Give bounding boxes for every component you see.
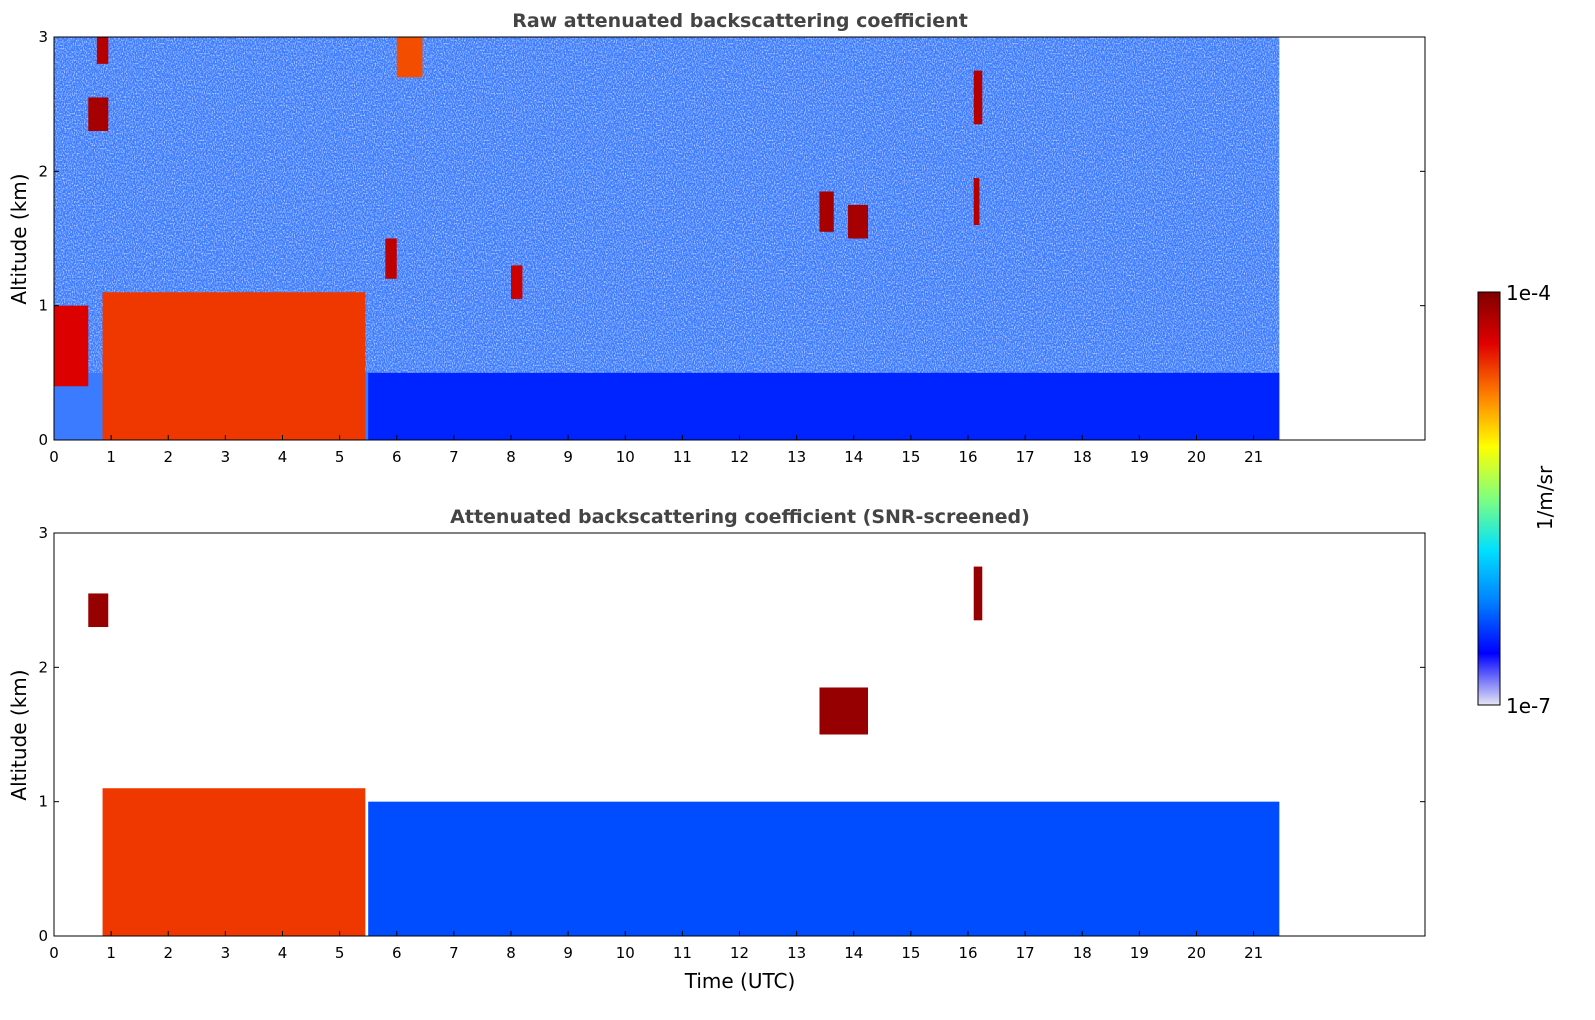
x-tick-label: 19 (1130, 448, 1149, 466)
heatmap-feature-cloud (848, 204, 869, 239)
x-tick-label: 12 (730, 448, 749, 466)
panel-screened: Attenuated backscattering coefficient (S… (7, 506, 1426, 993)
y-tick-label: 2 (38, 658, 48, 676)
x-tick-label: 7 (449, 448, 459, 466)
x-tick-label: 3 (221, 944, 231, 962)
x-tick-label: 8 (506, 944, 516, 962)
heatmap-feature-cloud (511, 265, 523, 299)
y-axis-2: 0 1 2 3 (38, 524, 1425, 945)
x-tick-label: 13 (787, 448, 806, 466)
x-tick-label: 9 (563, 944, 573, 962)
x-tick-label: 10 (616, 448, 635, 466)
plot-area-1 (54, 37, 1280, 440)
x-axis-2: 0 1 2 3 4 5 6 7 8 9 10 11 12 13 14 15 16 17 18 19 20 21 (49, 931, 1263, 962)
x-tick-label: 5 (335, 448, 345, 466)
near-ground-signal (368, 372, 1280, 440)
colorbar-bar (1477, 291, 1501, 706)
x-tick-label: 20 (1187, 944, 1206, 962)
panel-1-title: Raw attenuated backscattering coefficien… (512, 10, 968, 32)
x-tick-label: 17 (1016, 944, 1035, 962)
x-tick-label: 0 (49, 944, 59, 962)
y-tick-label: 0 (38, 431, 48, 449)
x-tick-label: 15 (901, 448, 920, 466)
x-tick-label: 18 (1073, 944, 1092, 962)
x-tick-label: 12 (730, 944, 749, 962)
x-tick-label: 2 (163, 944, 173, 962)
panel-2-title: Attenuated backscattering coefficient (S… (450, 506, 1030, 528)
y-axis-1: 0 1 2 3 (38, 28, 1425, 449)
x-tick-label: 2 (163, 448, 173, 466)
x-tick-label: 5 (335, 944, 345, 962)
colorbar: 1e-4 1e-7 1/m/sr (1477, 281, 1557, 718)
heatmap-feature-boundary-layer-aerosol (102, 292, 366, 440)
x-tick-label: 14 (844, 944, 863, 962)
x-tick-label: 10 (616, 944, 635, 962)
y-tick-label: 3 (38, 28, 48, 46)
heatmap-feature-cloud (396, 37, 423, 78)
x-tick-label: 6 (392, 448, 402, 466)
x-tick-label: 16 (958, 944, 977, 962)
x-tick-label: 1 (106, 448, 116, 466)
y-tick-label: 3 (38, 524, 48, 542)
y-tick-label: 0 (38, 927, 48, 945)
x-tick-label: 14 (844, 448, 863, 466)
heatmap-feature-boundary-layer-aerosol (102, 788, 366, 936)
y-tick-label: 1 (38, 793, 48, 811)
colorbar-min-label: 1e-7 (1506, 694, 1551, 718)
heatmap-feature-cloud (819, 191, 834, 232)
x-tick-label: 1 (106, 944, 116, 962)
x-tick-label: 9 (563, 448, 573, 466)
heatmap-feature-cloud (973, 566, 983, 621)
x-tick-label: 6 (392, 944, 402, 962)
x-tick-label: 3 (221, 448, 231, 466)
x-tick-label: 21 (1244, 448, 1263, 466)
panel-raw: Raw attenuated backscattering coefficien… (7, 10, 1426, 466)
x-tick-label: 7 (449, 944, 459, 962)
x-tick-label: 18 (1073, 448, 1092, 466)
y-tick-label: 2 (38, 162, 48, 180)
x-tick-label: 16 (958, 448, 977, 466)
x-tick-label: 21 (1244, 944, 1263, 962)
heatmap-feature-cloud (88, 97, 109, 132)
x-tick-label: 8 (506, 448, 516, 466)
x-tick-label: 0 (49, 448, 59, 466)
colorbar-max-label: 1e-4 (1506, 281, 1551, 305)
heatmap-feature-low-cloud (54, 305, 89, 387)
x-tick-label: 19 (1130, 944, 1149, 962)
x-tick-label: 15 (901, 944, 920, 962)
x-tick-label: 11 (673, 944, 692, 962)
x-tick-label: 4 (278, 944, 288, 962)
colorbar-units-label: 1/m/sr (1533, 465, 1557, 530)
heatmap-feature-cloud (819, 687, 869, 735)
y-axis-label-2: Altitude (km) (7, 669, 31, 800)
plot-area-2 (88, 566, 1280, 936)
x-tick-label: 20 (1187, 448, 1206, 466)
x-axis-label: Time (UTC) (684, 969, 796, 993)
heatmap-feature-cloud (973, 178, 980, 226)
y-axis-label-1: Altitude (km) (7, 173, 31, 304)
x-axis-1: 0 1 2 3 4 5 6 7 8 9 10 11 12 13 14 15 16 17 18 19 20 21 (49, 435, 1263, 466)
heatmap-feature-screened-aerosol (368, 801, 1280, 936)
y-tick-label: 1 (38, 297, 48, 315)
heatmap-feature-cloud (385, 238, 397, 279)
heatmap-feature-cloud (96, 37, 109, 64)
heatmap-feature-cloud (973, 70, 983, 125)
x-tick-label: 11 (673, 448, 692, 466)
x-tick-label: 17 (1016, 448, 1035, 466)
x-tick-label: 4 (278, 448, 288, 466)
heatmap-feature-cloud (88, 593, 109, 628)
x-tick-label: 13 (787, 944, 806, 962)
